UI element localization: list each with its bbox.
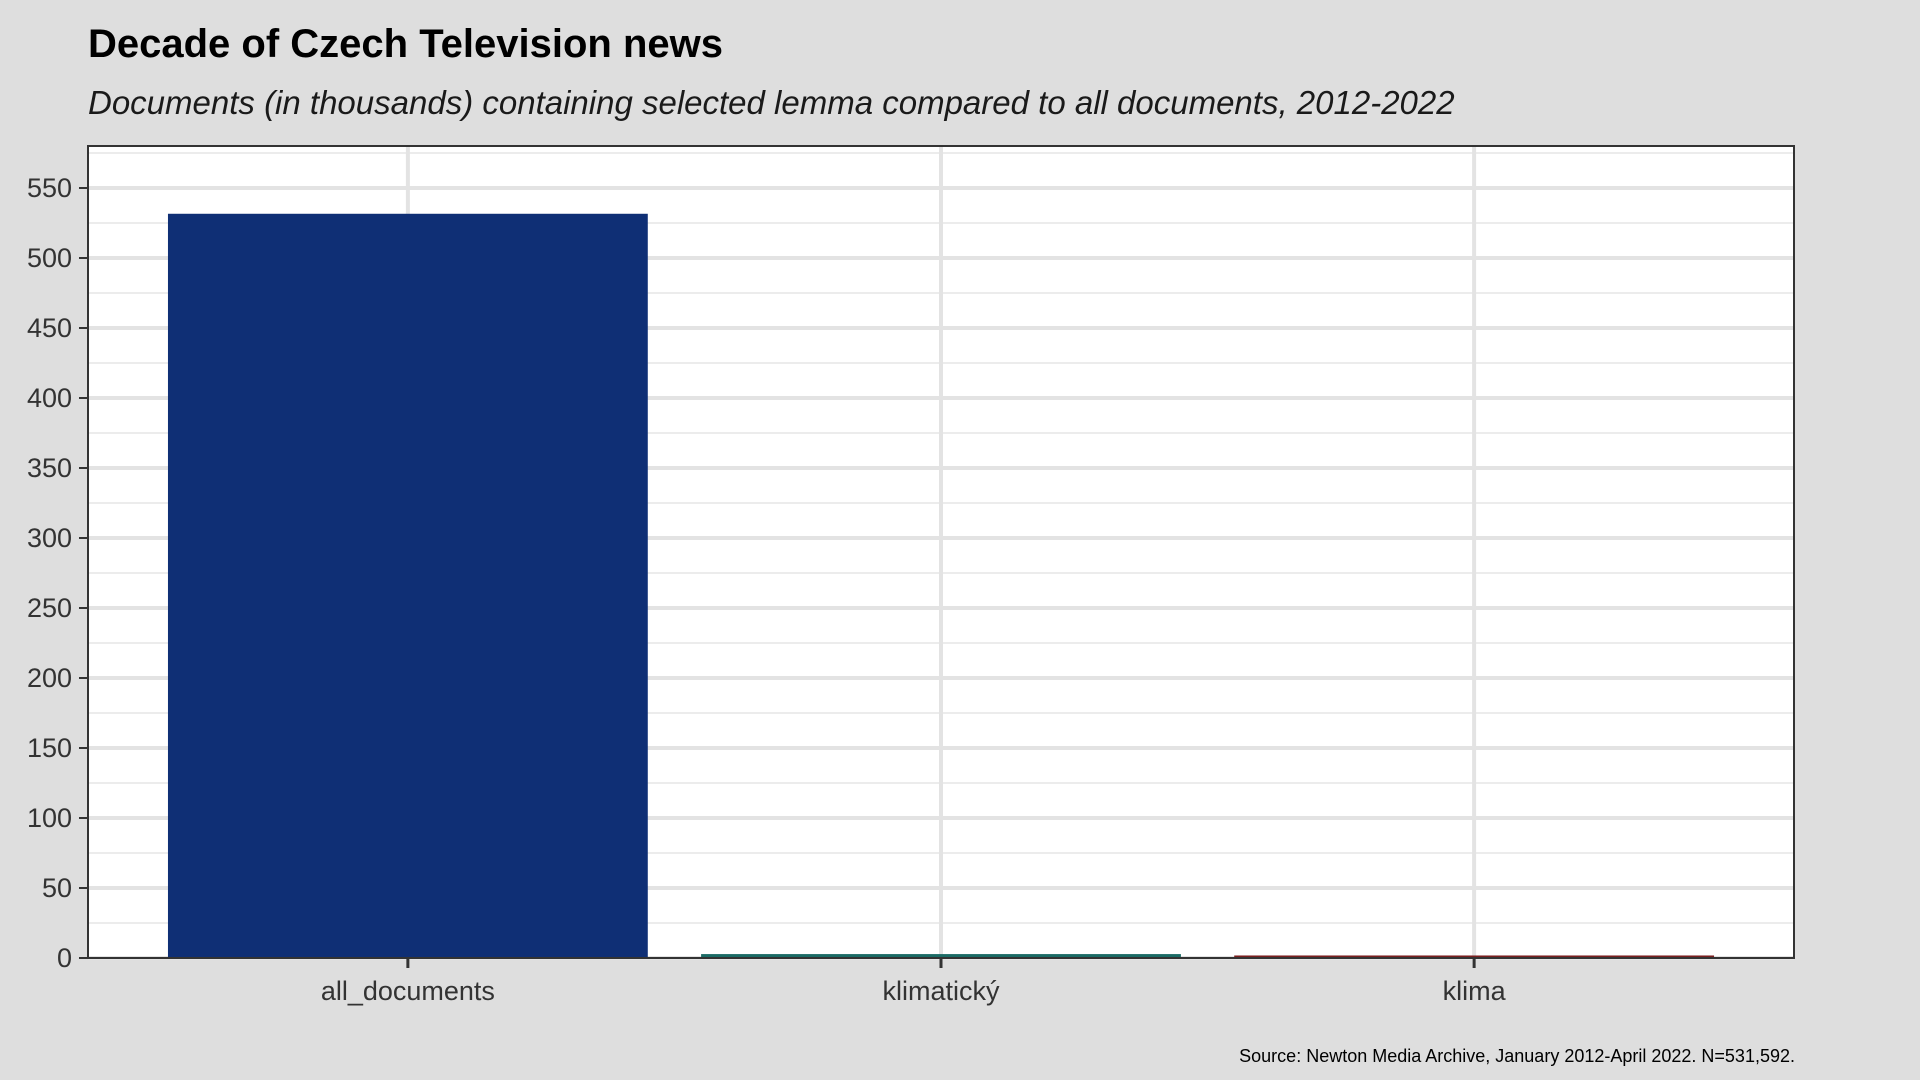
bar-klima bbox=[1234, 955, 1715, 958]
bar-klimatický bbox=[701, 954, 1181, 958]
chart-subtitle: Documents (in thousands) containing sele… bbox=[88, 84, 1455, 121]
y-tick-label: 250 bbox=[27, 593, 72, 623]
y-tick-label: 50 bbox=[42, 873, 72, 903]
chart-caption: Source: Newton Media Archive, January 20… bbox=[1239, 1046, 1795, 1066]
y-tick-label: 100 bbox=[27, 803, 72, 833]
y-tick-label: 0 bbox=[57, 943, 72, 973]
y-tick-label: 550 bbox=[27, 173, 72, 203]
y-tick-label: 200 bbox=[27, 663, 72, 693]
y-tick-label: 350 bbox=[27, 453, 72, 483]
x-tick-label-klima: klima bbox=[1443, 976, 1507, 1006]
y-tick-label: 300 bbox=[27, 523, 72, 553]
y-tick-label: 150 bbox=[27, 733, 72, 763]
y-tick-label: 400 bbox=[27, 383, 72, 413]
y-tick-label: 500 bbox=[27, 243, 72, 273]
y-tick-label: 450 bbox=[27, 313, 72, 343]
bar-all_documents bbox=[167, 213, 648, 959]
x-tick-label-all_documents: all_documents bbox=[321, 976, 495, 1006]
chart-title: Decade of Czech Television news bbox=[88, 22, 724, 66]
x-tick-label-klimatický: klimatický bbox=[882, 976, 1000, 1006]
